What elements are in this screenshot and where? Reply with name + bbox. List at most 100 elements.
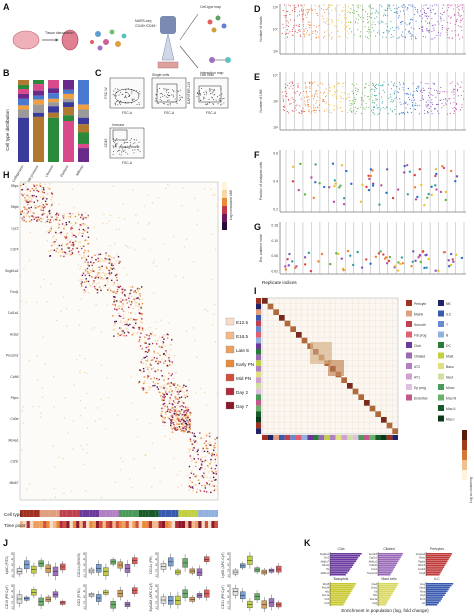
heatmap-cell	[170, 382, 172, 384]
event-dot	[168, 99, 170, 101]
heatmap-cell	[190, 472, 192, 474]
heatmap-cell	[112, 329, 115, 331]
data-point	[295, 109, 297, 111]
heatmap-cell	[22, 194, 24, 197]
data-point	[361, 97, 363, 99]
panel-b-bars	[18, 80, 89, 162]
data-point	[407, 93, 409, 96]
heatmap-cell	[163, 375, 165, 378]
data-point	[454, 23, 456, 25]
heatmap-cell	[84, 358, 86, 360]
heatmap-cell	[135, 214, 137, 216]
data-point	[328, 19, 330, 21]
heatmap-cell	[147, 375, 150, 377]
data-point	[307, 21, 309, 23]
heatmap-cell	[210, 491, 212, 494]
data-point	[369, 174, 373, 178]
celltype-bar	[53, 510, 57, 517]
gene-label: Hp	[326, 569, 330, 571]
data-point	[313, 109, 315, 111]
heatmap-cell	[82, 448, 84, 450]
data-point	[375, 84, 377, 87]
data-point	[303, 29, 305, 31]
event-dot	[119, 149, 121, 151]
heatmap-cell	[177, 428, 180, 430]
data-point	[307, 10, 309, 12]
heatmap-cell	[164, 345, 166, 347]
data-point	[349, 12, 351, 14]
legend-label: Mast	[446, 355, 453, 359]
data-point	[457, 4, 459, 6]
heatmap-cell	[120, 301, 122, 303]
heatmap-cell	[134, 290, 137, 292]
data-point	[347, 11, 349, 14]
data-point	[327, 104, 329, 106]
data-point	[421, 13, 424, 15]
enrichment-bar	[330, 588, 353, 591]
data-point	[286, 24, 288, 26]
data-point	[327, 92, 329, 94]
heatmap-cell	[201, 475, 204, 477]
heatmap-cell	[51, 249, 53, 251]
data-point	[390, 9, 392, 11]
gene-label: Cma1	[371, 588, 378, 590]
data-point	[441, 107, 443, 109]
data-point	[402, 6, 404, 8]
data-point	[451, 37, 453, 39]
data-point	[328, 23, 330, 25]
heatmap-cell	[213, 313, 215, 316]
data-point	[423, 203, 426, 207]
heatmap-cell	[140, 316, 142, 319]
data-point	[418, 28, 420, 30]
data-point	[426, 106, 428, 108]
data-point	[421, 95, 423, 97]
tick-label: 0.4	[273, 180, 278, 184]
heatmap-cell	[162, 396, 164, 398]
tick-label: 2	[155, 569, 157, 573]
heatmap-cell	[118, 307, 120, 310]
heatmap-cell	[201, 464, 203, 466]
heatmap-cell	[22, 422, 24, 424]
data-point	[329, 111, 331, 113]
heatmap-cell	[212, 449, 215, 452]
heatmap-cell	[201, 460, 203, 463]
heatmap-cell	[191, 481, 193, 483]
data-point	[340, 96, 342, 98]
heatmap-cell	[181, 390, 183, 393]
stack-segment	[78, 148, 89, 162]
heatmap-cell	[183, 431, 185, 434]
tick-label: 3	[155, 563, 157, 567]
heatmap-cell	[44, 196, 46, 199]
timepoint-bar	[211, 521, 215, 528]
side-bar	[256, 388, 261, 395]
heatmap-cell	[48, 210, 50, 213]
data-point	[340, 101, 342, 103]
data-point	[343, 6, 345, 8]
heatmap-cell	[201, 456, 203, 458]
heatmap-cell	[171, 428, 173, 430]
data-point	[456, 89, 459, 91]
data-point	[376, 104, 378, 106]
legend-swatch	[438, 405, 444, 411]
data-point	[333, 109, 336, 111]
timepoint-bar	[194, 521, 199, 528]
event-dot	[118, 147, 120, 149]
heatmap-cell	[170, 410, 172, 413]
heatmap-cell	[183, 402, 185, 404]
heatmap-cell	[70, 215, 72, 217]
heatmap-cell	[93, 270, 95, 272]
celltype-bar	[46, 510, 50, 517]
event-dot	[139, 91, 141, 93]
data-point	[329, 4, 331, 6]
heatmap-cell	[83, 252, 85, 254]
data-point	[449, 112, 452, 114]
heatmap-cell	[186, 431, 189, 433]
celltype-bar	[138, 510, 143, 517]
heatmap-cell	[34, 212, 36, 215]
data-point	[322, 99, 324, 101]
event-dot	[211, 96, 213, 98]
heatmap-cell	[60, 255, 62, 257]
heatmap-cell	[167, 382, 170, 384]
data-point	[451, 4, 453, 6]
